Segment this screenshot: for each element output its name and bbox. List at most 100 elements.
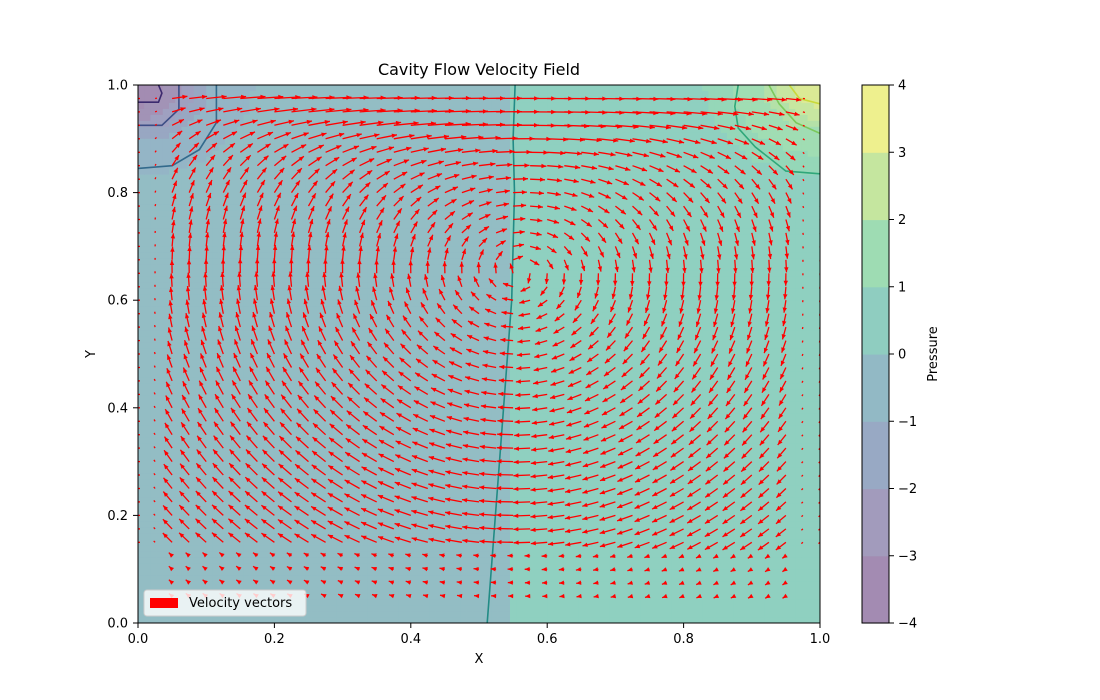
legend-swatch bbox=[150, 598, 178, 608]
velocity-arrow bbox=[415, 358, 429, 369]
velocity-arrow bbox=[384, 328, 395, 341]
velocity-arrow bbox=[153, 324, 156, 328]
velocity-arrow bbox=[532, 380, 548, 385]
velocity-arrow bbox=[405, 553, 411, 558]
velocity-arrow bbox=[700, 165, 714, 174]
velocity-arrow bbox=[674, 367, 685, 380]
velocity-arrow bbox=[524, 567, 531, 572]
velocity-arrow bbox=[599, 460, 616, 469]
velocity-arrow bbox=[669, 541, 684, 550]
velocity-arrow bbox=[610, 580, 616, 585]
velocity-arrow bbox=[516, 366, 531, 371]
velocity-arrow bbox=[388, 553, 395, 558]
velocity-arrow bbox=[747, 567, 754, 573]
velocity-arrow bbox=[768, 205, 775, 218]
velocity-arrow bbox=[295, 449, 309, 463]
velocity-arrow bbox=[213, 435, 224, 449]
colorbar: −4 −3 −2 −1 0 1 2 3 4 bbox=[861, 79, 917, 632]
velocity-arrow bbox=[153, 351, 156, 355]
velocity-arrow bbox=[713, 300, 719, 314]
velocity-arrow bbox=[211, 532, 224, 543]
velocity-arrow bbox=[501, 310, 514, 315]
velocity-arrow bbox=[374, 259, 379, 274]
velocity-arrow bbox=[678, 313, 685, 327]
velocity-arrow bbox=[154, 150, 157, 153]
velocity-arrow bbox=[556, 299, 565, 310]
velocity-arrow bbox=[359, 120, 384, 126]
velocity-arrow bbox=[549, 393, 565, 400]
velocity-arrow bbox=[705, 461, 719, 472]
velocity-arrow bbox=[470, 291, 480, 301]
velocity-arrow bbox=[220, 258, 226, 274]
velocity-arrow bbox=[768, 151, 780, 161]
velocity-arrow bbox=[601, 420, 616, 429]
velocity-arrow bbox=[644, 567, 650, 572]
velocity-arrow bbox=[366, 341, 378, 355]
velocity-arrow bbox=[439, 553, 446, 558]
velocity-arrow bbox=[634, 461, 650, 470]
velocity-arrow bbox=[359, 206, 368, 220]
velocity-arrow bbox=[422, 566, 428, 572]
velocity-arrow bbox=[212, 462, 224, 476]
velocity-arrow bbox=[297, 380, 310, 395]
velocity-arrow bbox=[558, 567, 565, 572]
velocity-arrow bbox=[360, 521, 377, 530]
velocity-arrow bbox=[634, 541, 650, 549]
velocity-arrow bbox=[717, 111, 739, 116]
velocity-arrow bbox=[337, 552, 343, 558]
velocity-arrow bbox=[478, 162, 496, 167]
velocity-arrow bbox=[166, 354, 173, 368]
velocity-arrow bbox=[666, 205, 676, 217]
velocity-arrow bbox=[361, 466, 378, 476]
velocity-arrow bbox=[183, 353, 190, 368]
velocity-arrow bbox=[565, 460, 582, 467]
velocity-arrow bbox=[256, 179, 266, 193]
velocity-arrow bbox=[183, 339, 190, 355]
velocity-arrow bbox=[399, 357, 412, 368]
velocity-arrow bbox=[781, 326, 787, 340]
velocity-arrow bbox=[646, 286, 651, 300]
velocity-arrow bbox=[380, 397, 395, 409]
velocity-arrow bbox=[507, 553, 514, 558]
velocity-arrow bbox=[513, 500, 531, 505]
velocity-arrow bbox=[777, 420, 787, 433]
velocity-arrow bbox=[364, 383, 378, 395]
velocity-arrow bbox=[376, 232, 382, 247]
velocity-arrow bbox=[238, 258, 243, 274]
velocity-arrow bbox=[652, 447, 667, 458]
velocity-arrow bbox=[427, 247, 432, 260]
velocity-arrow bbox=[785, 192, 792, 204]
velocity-arrow bbox=[396, 398, 412, 409]
velocity-arrow bbox=[669, 514, 684, 524]
velocity-arrow bbox=[325, 156, 340, 167]
velocity-arrow bbox=[704, 501, 719, 511]
velocity-arrow bbox=[327, 506, 343, 516]
velocity-arrow bbox=[274, 107, 299, 113]
velocity-arrow bbox=[197, 421, 207, 436]
velocity-arrow bbox=[405, 594, 412, 599]
velocity-arrow bbox=[518, 312, 531, 317]
velocity-arrow bbox=[154, 136, 157, 140]
velocity-arrow bbox=[424, 274, 429, 287]
velocity-arrow bbox=[700, 219, 707, 232]
velocity-arrow bbox=[801, 394, 804, 397]
velocity-arrow bbox=[252, 565, 259, 571]
velocity-arrow bbox=[239, 192, 247, 207]
velocity-arrow bbox=[734, 111, 754, 116]
velocity-arrow bbox=[683, 178, 696, 189]
velocity-arrow bbox=[371, 553, 377, 558]
velocity-arrow bbox=[416, 344, 429, 355]
velocity-arrow bbox=[286, 579, 293, 585]
velocity-arrow bbox=[377, 467, 395, 476]
velocity-arrow bbox=[430, 401, 446, 409]
velocity-arrow bbox=[163, 436, 173, 449]
velocity-arrow bbox=[162, 532, 173, 543]
velocity-arrow bbox=[444, 497, 463, 503]
velocity-arrow bbox=[739, 514, 753, 525]
velocity-arrow bbox=[236, 298, 241, 314]
velocity-arrow bbox=[751, 111, 770, 116]
velocity-arrow bbox=[396, 412, 412, 422]
velocity-arrow bbox=[495, 240, 507, 247]
velocity-arrow bbox=[291, 144, 307, 153]
velocity-arrow bbox=[515, 379, 531, 384]
